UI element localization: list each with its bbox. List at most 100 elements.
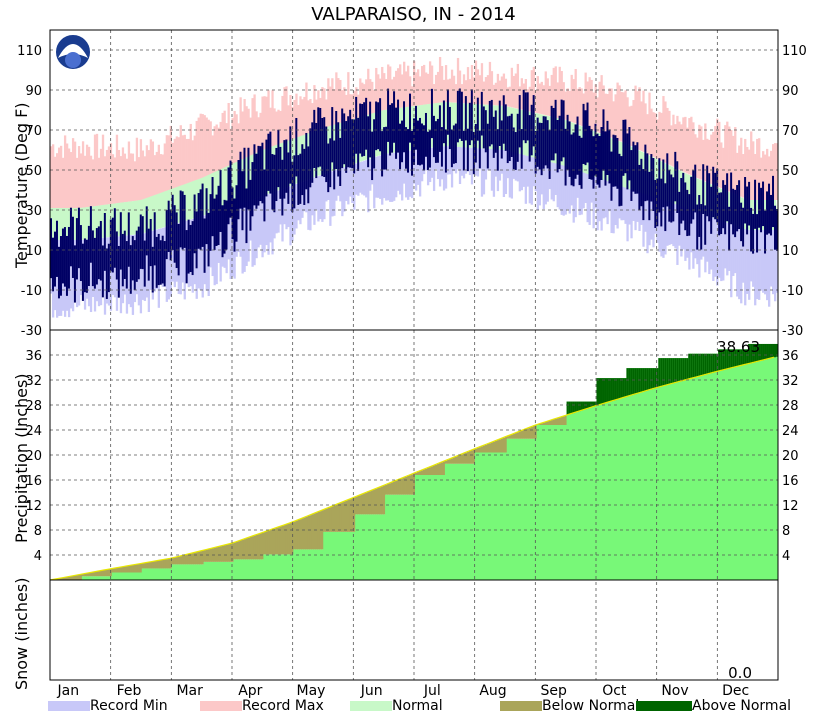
precip-below-normal xyxy=(193,552,196,565)
precip-below-normal xyxy=(460,454,464,464)
record-max-bar xyxy=(702,139,705,181)
record-max-bar xyxy=(321,87,324,129)
record-min-bar xyxy=(682,206,685,250)
precip-above-normal xyxy=(596,378,599,406)
precip-below-normal xyxy=(530,426,534,439)
actual-temperature-bar xyxy=(409,93,412,143)
record-max-bar xyxy=(756,138,759,200)
precip-above-normal xyxy=(696,353,699,377)
precip-below-normal xyxy=(205,549,208,562)
precip-actual-bar xyxy=(520,438,524,580)
actual-temperature-bar xyxy=(327,143,330,193)
record-max-bar xyxy=(652,112,655,157)
precip-actual-bar xyxy=(674,358,677,580)
actual-temperature-bar xyxy=(440,127,443,167)
precip-actual-bar xyxy=(462,463,466,580)
actual-temperature-bar xyxy=(347,116,350,168)
record-max-bar xyxy=(714,125,717,186)
precip-actual-bar xyxy=(540,425,544,580)
precip-below-normal xyxy=(500,438,504,453)
record-min-bar xyxy=(724,221,727,269)
actual-temperature-bar xyxy=(450,129,453,168)
record-min-bar xyxy=(389,153,392,202)
precip-below-normal xyxy=(281,525,284,555)
precip-above-normal xyxy=(726,349,729,370)
actual-temperature-bar xyxy=(480,91,483,136)
precip-actual-bar xyxy=(89,576,93,580)
precip-actual-bar xyxy=(566,401,569,580)
record-max-bar xyxy=(221,112,224,169)
legend-above-normal: Above Normal xyxy=(636,696,791,716)
actual-temperature-bar xyxy=(698,195,701,237)
actual-temperature-bar xyxy=(564,128,567,186)
precip-actual-bar xyxy=(299,549,302,580)
chart-title: VALPARAISO, IN - 2014 xyxy=(311,4,516,25)
record-max-bar xyxy=(596,97,599,133)
precip-below-normal xyxy=(492,441,496,453)
record-min-bar xyxy=(265,194,268,246)
precip-below-normal xyxy=(512,433,516,439)
record-max-bar xyxy=(624,90,627,144)
precip-below-normal xyxy=(490,442,494,453)
precip-tick-left: 36 xyxy=(25,349,42,364)
actual-temperature-bar xyxy=(760,187,763,233)
actual-temperature-bar xyxy=(608,129,611,184)
precip-actual-bar xyxy=(121,572,125,580)
record-max-bar xyxy=(516,63,520,109)
actual-temperature-bar xyxy=(426,131,429,171)
precip-below-normal xyxy=(456,455,460,464)
precip-below-normal xyxy=(259,533,262,560)
record-max-bar xyxy=(335,72,338,125)
record-min-bar xyxy=(199,216,202,290)
record-min-bar xyxy=(430,147,434,178)
record-max-bar xyxy=(538,83,541,114)
precip-below-normal xyxy=(201,550,204,565)
record-max-bar xyxy=(95,133,99,206)
precip-above-normal xyxy=(578,401,581,412)
precip-below-normal xyxy=(309,515,312,550)
legend-below-normal: Below Normal xyxy=(500,696,639,716)
precip-actual-bar xyxy=(295,549,298,580)
actual-temperature-bar xyxy=(157,233,160,286)
record-min-bar xyxy=(666,201,669,246)
precip-actual-bar xyxy=(279,554,282,580)
record-min-bar xyxy=(636,191,639,222)
precip-below-normal xyxy=(359,495,362,515)
record-min-bar xyxy=(610,182,613,234)
record-max-bar xyxy=(684,116,687,173)
precip-below-normal xyxy=(61,577,65,580)
precip-actual-bar xyxy=(620,378,623,580)
record-max-bar xyxy=(606,94,609,137)
record-max-bar xyxy=(273,108,276,146)
record-min-bar xyxy=(337,169,340,196)
precip-actual-bar xyxy=(223,561,226,580)
precip-below-normal xyxy=(233,542,236,560)
actual-temperature-bar xyxy=(592,136,595,189)
record-min-bar xyxy=(468,147,472,176)
actual-temperature-bar xyxy=(624,119,627,174)
record-min-bar xyxy=(385,153,388,201)
precip-above-normal xyxy=(676,358,679,383)
record-min-bar xyxy=(397,152,400,191)
actual-temperature-bar xyxy=(600,127,603,180)
precip-actual-bar xyxy=(600,378,603,580)
record-max-bar xyxy=(125,158,129,203)
precip-actual-bar xyxy=(514,438,518,580)
precip-below-normal xyxy=(474,448,478,453)
precip-above-normal xyxy=(618,378,621,399)
actual-temperature-bar xyxy=(79,225,82,282)
precip-above-normal xyxy=(728,349,731,369)
actual-temperature-bar xyxy=(339,137,342,186)
precip-actual-bar xyxy=(133,572,137,580)
precip-actual-bar xyxy=(490,452,494,580)
precip-below-normal xyxy=(187,554,191,565)
precip-actual-bar xyxy=(678,358,681,580)
precip-below-normal xyxy=(85,573,89,577)
precip-actual-bar xyxy=(590,401,593,580)
record-max-bar xyxy=(540,81,543,115)
record-max-bar xyxy=(640,101,643,151)
record-min-bar xyxy=(333,170,336,216)
record-max-bar xyxy=(241,111,244,160)
actual-temperature-bar xyxy=(658,158,661,213)
precip-below-normal xyxy=(245,538,248,560)
